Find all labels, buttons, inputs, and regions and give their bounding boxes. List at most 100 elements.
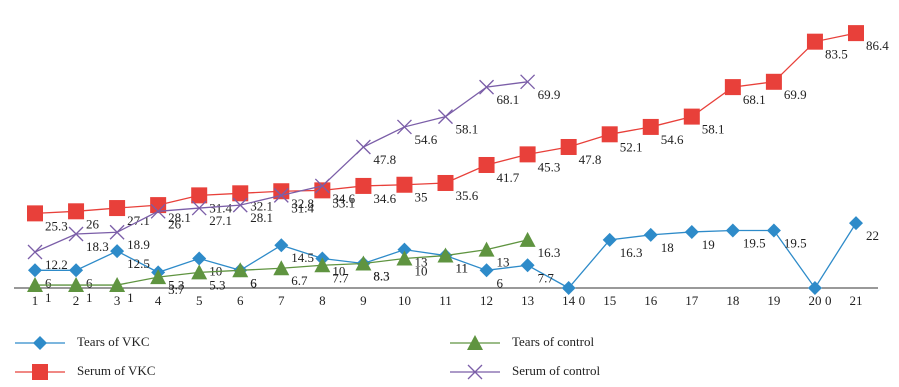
data-label: 35.6 [456, 188, 479, 203]
data-label: 34.6 [373, 191, 396, 206]
data-label: 0 [579, 293, 586, 308]
marker [273, 260, 290, 276]
data-label: 19.5 [743, 235, 766, 250]
marker [478, 156, 495, 173]
data-label: 19.5 [784, 235, 807, 250]
marker [232, 197, 248, 213]
marker [848, 25, 864, 42]
data-label: 83.5 [825, 47, 848, 62]
marker [232, 262, 249, 278]
marker [766, 223, 781, 238]
x-tick-label: 6 [237, 293, 244, 308]
data-label: 13 [497, 255, 510, 270]
data-label: 12.2 [45, 257, 68, 272]
data-label: 27.1 [209, 213, 232, 228]
x-tick-label: 15 [603, 293, 616, 308]
marker [397, 242, 412, 257]
marker [683, 108, 700, 125]
x-tick-label: 3 [114, 293, 121, 308]
data-label: 31.4 [291, 200, 314, 215]
x-tick-label: 12 [480, 293, 493, 308]
marker [192, 251, 207, 266]
x-tick-label: 13 [521, 293, 534, 308]
data-label: 31.4 [209, 200, 232, 215]
marker [765, 73, 782, 90]
marker [314, 257, 331, 273]
marker [561, 281, 576, 295]
data-label: 16.3 [538, 245, 561, 260]
x-tick-label: 16 [644, 293, 658, 308]
x-tick-label: 18 [726, 293, 739, 308]
data-label: 28.1 [168, 210, 191, 225]
x-tick-label: 14 [562, 293, 576, 308]
data-label: 54.6 [661, 132, 684, 147]
data-label: 0 [825, 293, 832, 308]
data-label: 11 [456, 261, 469, 276]
marker [467, 364, 483, 380]
data-label: 3.7 [168, 282, 185, 297]
marker [642, 118, 659, 135]
data-label: 45.3 [538, 159, 561, 174]
marker [68, 203, 85, 220]
data-label: 47.8 [373, 152, 396, 167]
data-label: 5.3 [168, 277, 184, 292]
data-label: 6 [45, 275, 52, 290]
x-tick-label: 10 [398, 293, 411, 308]
data-label: 7.7 [538, 270, 555, 285]
data-label: 68.1 [497, 92, 520, 107]
data-label: 8.3 [373, 268, 389, 283]
marker [68, 277, 85, 293]
data-label: 8.3 [373, 268, 389, 283]
data-label: 41.7 [497, 170, 520, 185]
x-tick-label: 21 [850, 293, 863, 308]
x-tick-label: 9 [360, 293, 367, 308]
marker [479, 79, 495, 95]
marker [314, 182, 331, 199]
data-label: 26 [86, 216, 100, 231]
data-label: 58.1 [702, 122, 725, 137]
marker [150, 269, 167, 285]
marker [519, 146, 536, 163]
x-tick-label: 8 [319, 293, 326, 308]
marker [69, 263, 84, 278]
data-label: 6 [497, 275, 504, 290]
marker [684, 224, 699, 239]
x-tick-label: 17 [685, 293, 699, 308]
marker [849, 216, 863, 231]
marker [110, 244, 125, 259]
data-label: 47.8 [579, 152, 602, 167]
marker [396, 250, 413, 266]
x-tick-label: 7 [278, 293, 285, 308]
data-label: 16.3 [620, 245, 643, 260]
marker [396, 119, 412, 135]
marker [191, 264, 208, 280]
marker [274, 238, 289, 253]
marker [355, 139, 371, 155]
marker [467, 335, 483, 350]
data-label: 86.4 [866, 38, 889, 53]
marker [437, 174, 454, 191]
data-label: 1 [127, 290, 134, 305]
marker [32, 364, 48, 380]
data-label: 33.1 [332, 195, 355, 210]
marker [191, 187, 208, 204]
x-tick-label: 11 [439, 293, 452, 308]
data-label: 35 [414, 190, 427, 205]
x-tick-label: 2 [73, 293, 80, 308]
data-label: 1 [86, 290, 93, 305]
data-label: 5.3 [209, 277, 225, 292]
marker [478, 241, 495, 257]
data-label: 52.1 [620, 139, 643, 154]
marker [28, 263, 42, 278]
marker [109, 224, 125, 240]
x-tick-label: 5 [196, 293, 203, 308]
marker [437, 247, 454, 263]
marker [150, 203, 166, 219]
marker [520, 74, 536, 90]
data-label: 26 [168, 216, 182, 231]
marker [109, 200, 126, 217]
marker [314, 178, 330, 194]
marker [519, 231, 536, 247]
data-label: 18.9 [127, 237, 150, 252]
